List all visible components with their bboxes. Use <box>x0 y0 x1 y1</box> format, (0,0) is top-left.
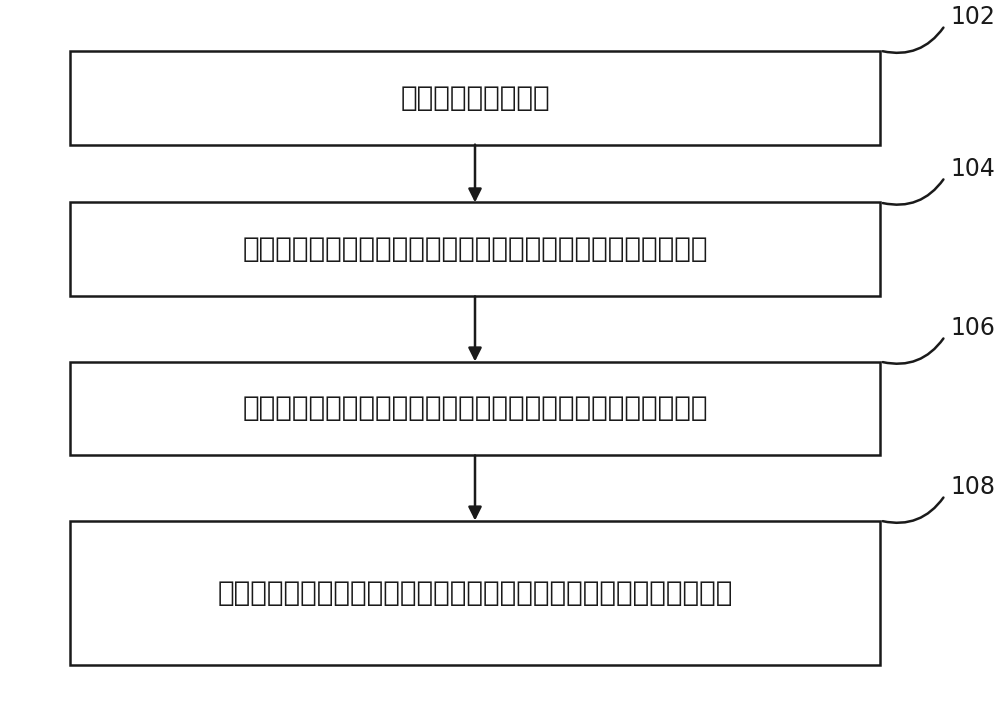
Text: 104: 104 <box>950 157 995 181</box>
Bar <box>70 202 880 296</box>
Text: 102: 102 <box>950 5 995 29</box>
Bar <box>70 362 880 455</box>
Text: 108: 108 <box>950 475 995 499</box>
Bar <box>70 521 880 665</box>
Text: 根据月径流数据，进行数据建模处理，得到月径流灰色预报方程: 根据月径流数据，进行数据建模处理，得到月径流灰色预报方程 <box>242 395 708 422</box>
Text: 对月径流原始数据进行二次平滑处理，得到处理后的月径流数据: 对月径流原始数据进行二次平滑处理，得到处理后的月径流数据 <box>242 236 708 263</box>
Text: 106: 106 <box>950 316 995 340</box>
Bar <box>70 51 880 145</box>
Text: 获取月径流原始数据: 获取月径流原始数据 <box>400 84 550 111</box>
Text: 根据月径流灰色预报方程，进行月径流数据预测，得到月径流预测数据: 根据月径流灰色预报方程，进行月径流数据预测，得到月径流预测数据 <box>217 579 733 607</box>
